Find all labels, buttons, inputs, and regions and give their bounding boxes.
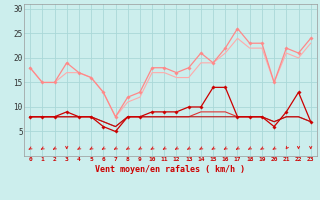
X-axis label: Vent moyen/en rafales ( km/h ): Vent moyen/en rafales ( km/h ) — [95, 165, 245, 174]
